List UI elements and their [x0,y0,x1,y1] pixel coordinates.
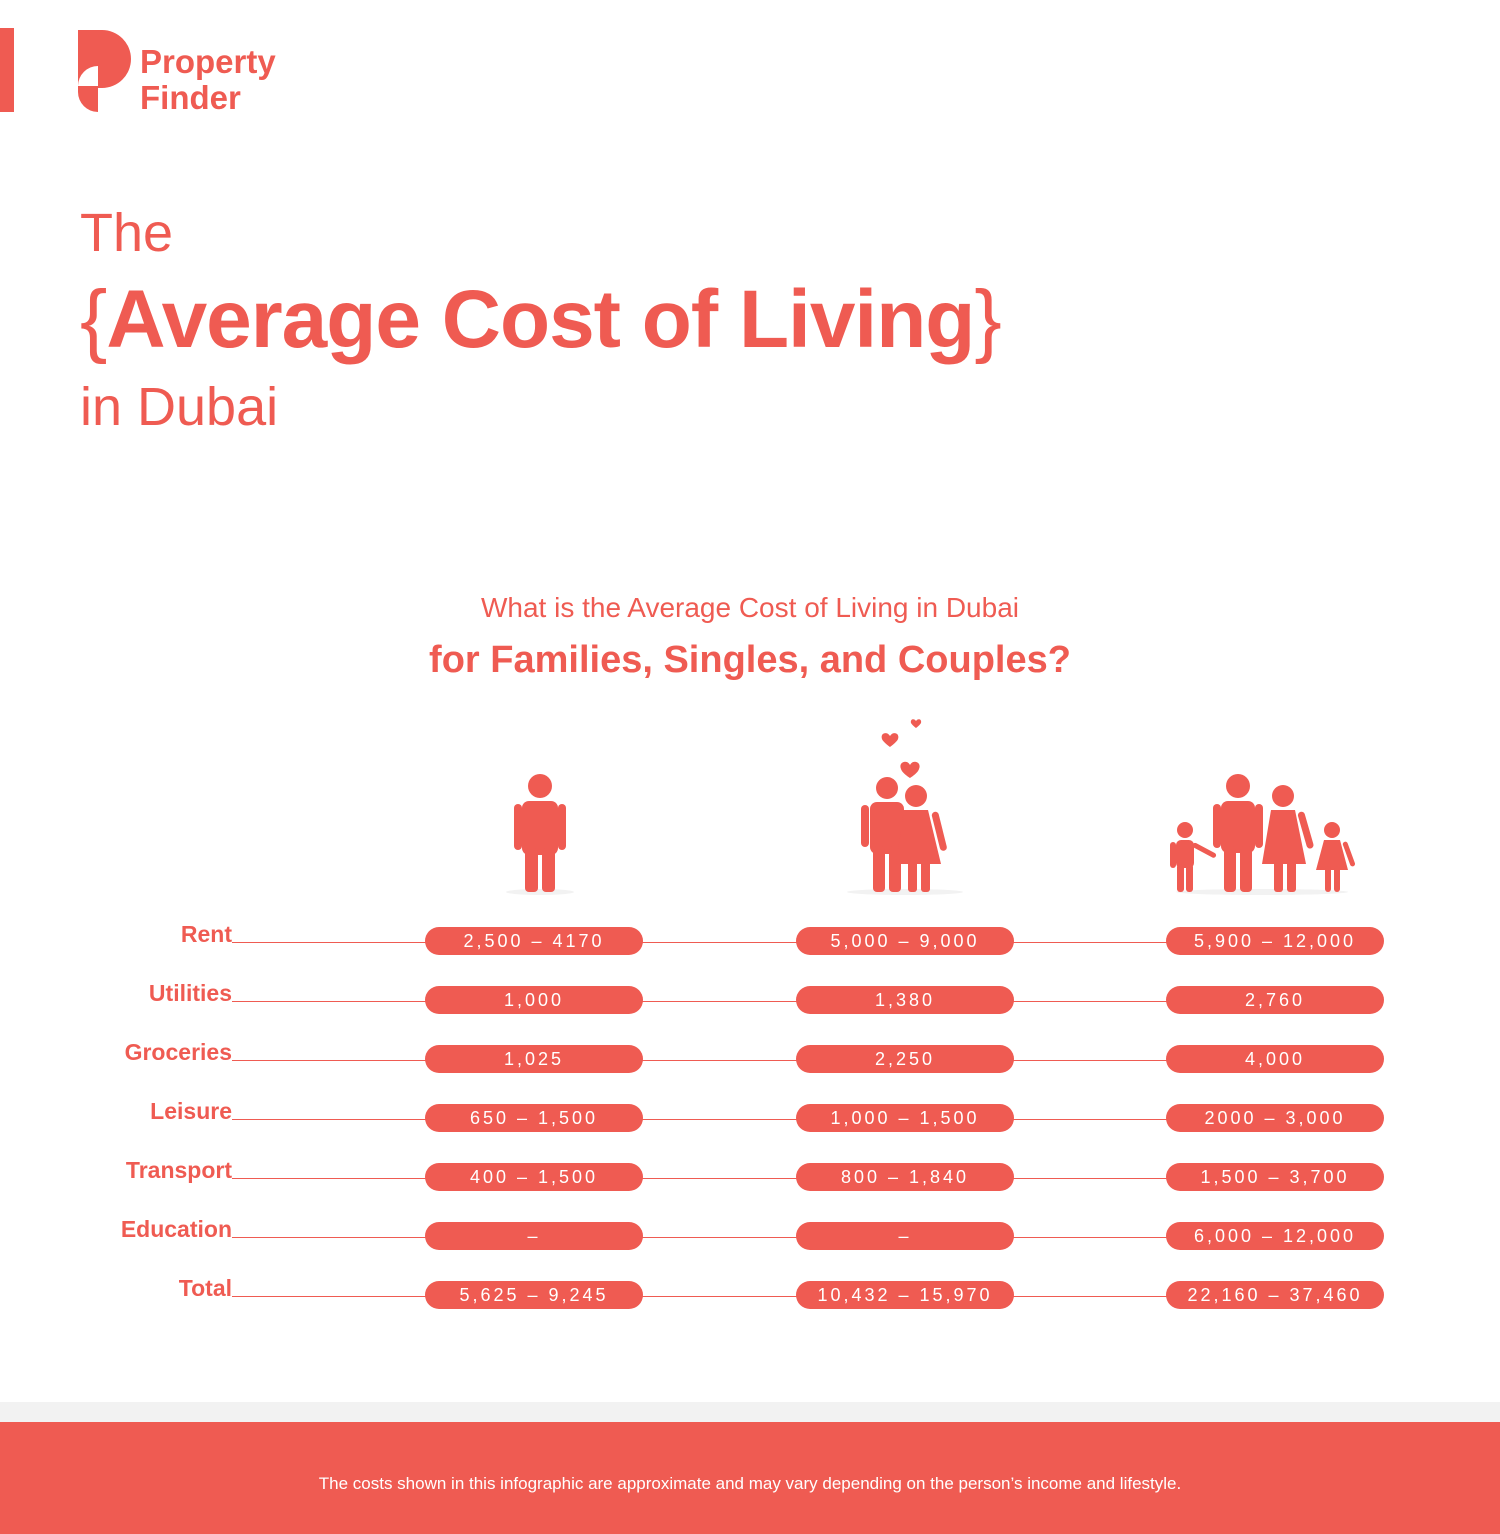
row-label-utilities: Utilities [148,980,232,1006]
family-icon [1170,774,1355,895]
value-pill: 2,500 – 4170 [425,927,643,955]
value-pill: 4,000 [1166,1045,1384,1073]
value-pill: 1,025 [425,1045,643,1073]
value-pill: – [425,1222,643,1250]
row-label-transport: Transport [125,1157,232,1183]
couple-hearts-icon [847,719,963,895]
row-label-leisure: Leisure [150,1098,232,1124]
value-pill: 1,380 [796,986,1014,1014]
value-pill: 5,900 – 12,000 [1166,927,1384,955]
title-brace-close: } [974,274,1001,365]
value-pill: 10,432 – 15,970 [796,1281,1014,1309]
value-pill: 400 – 1,500 [425,1163,643,1191]
question-line1: What is the Average Cost of Living in Du… [480,592,1019,623]
brand-name: Property Finder [140,44,276,116]
brand-name-line2: Finder [140,79,241,116]
value-pill: 6,000 – 12,000 [1166,1222,1384,1250]
brand-name-line1: Property [140,43,276,80]
value-pill: 2000 – 3,000 [1166,1104,1384,1132]
side-accent-bar [0,28,14,112]
value-pill: 650 – 1,500 [425,1104,643,1132]
title-line1: The [80,203,174,263]
page-title: {Average Cost of Living} [80,272,1002,368]
value-pill: 1,500 – 3,700 [1166,1163,1384,1191]
footer-band [0,1422,1500,1534]
value-pill: 5,000 – 9,000 [796,927,1014,955]
footer-disclaimer: The costs shown in this infographic are … [318,1474,1182,1493]
value-pill: 5,625 – 9,245 [425,1281,643,1309]
row-label-total: Total [178,1275,232,1301]
question-line2: for Families, Singles, and Couples? [429,639,1071,681]
value-pill: 1,000 [425,986,643,1014]
title-brace-open: { [80,274,107,365]
value-pill: 2,250 [796,1045,1014,1073]
single-person-icon [506,774,574,895]
title-main-text: Average Cost of Living [106,274,975,365]
footer-divider [0,1402,1500,1422]
value-pill: 800 – 1,840 [796,1163,1014,1191]
property-finder-logo-icon [78,30,131,112]
title-line3: in Dubai [80,377,279,437]
value-pill: 1,000 – 1,500 [796,1104,1014,1132]
row-label-groceries: Groceries [124,1039,232,1065]
value-pill: 22,160 – 37,460 [1166,1281,1384,1309]
row-label-education: Education [120,1216,232,1242]
value-pill: – [796,1222,1014,1250]
value-pill: 2,760 [1166,986,1384,1014]
row-label-rent: Rent [180,921,232,947]
